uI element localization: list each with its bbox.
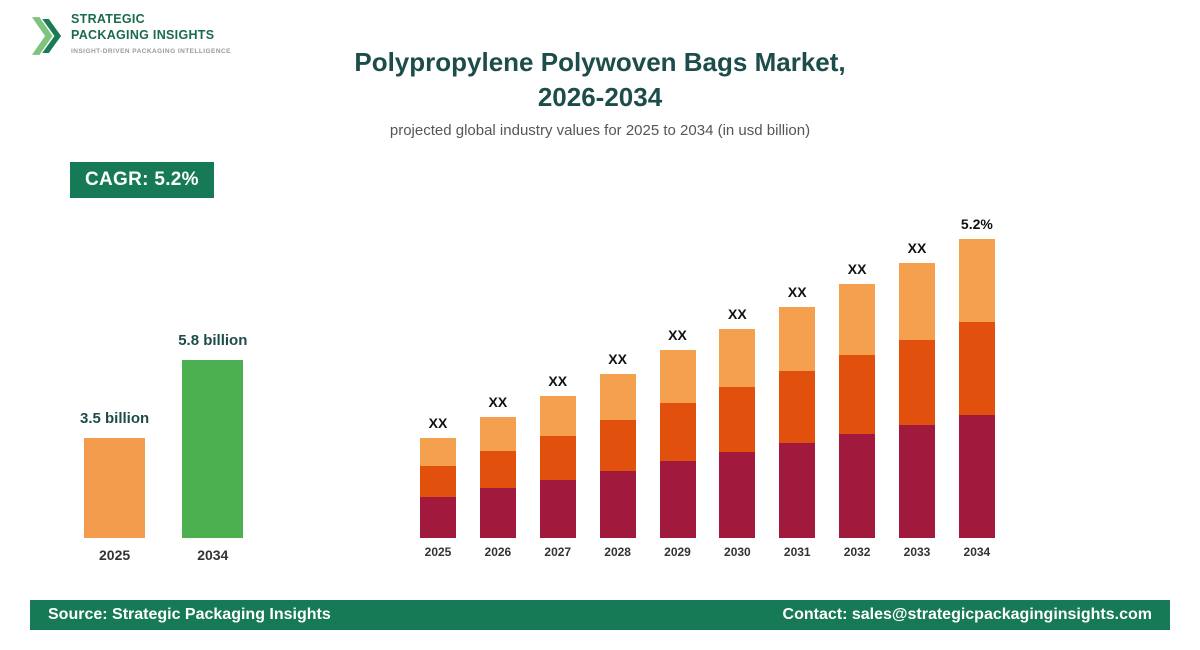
bar-segment-top-segment [839,284,876,355]
bar-value-label: XX [428,415,448,431]
stacked-bar-column-2025: XX 2025 [420,415,456,559]
page-subtitle: projected global industry values for 202… [389,122,811,140]
bar-segment-top-segment [719,329,756,387]
comparison-chart-bars: 3.5 billion 2025 5.8 billion 2034 [80,322,248,563]
bar-segment-middle-segment [719,387,756,452]
axis-tick-label: 2034 [197,547,229,563]
comparison-chart: 3.5 billion 2025 5.8 billion 2034 [80,322,248,563]
axis-tick-label: 2033 [903,545,931,559]
bar-value-label: XX [548,373,568,389]
bar-segment-middle-segment [539,436,576,480]
cagr-badge: CAGR: 5.2% [70,162,214,198]
brand-tagline: INSIGHT-DRIVEN PACKAGING INTELLIGENCE [71,48,231,56]
bar-2033 [899,263,935,538]
axis-tick-label: 2025 [99,547,131,563]
bar-segment-bottom-segment [659,461,696,538]
bar-segment-bottom-segment [599,471,636,538]
bar-segment-bottom-segment [420,497,456,538]
bar-2028 [599,374,636,538]
bar-segment-top-segment [420,438,456,466]
bar-value-label: XX [668,327,687,343]
bar-segment-bottom-segment [899,425,935,538]
bar-value-label: XX [907,240,927,256]
bar-segment-top-segment [899,263,935,340]
bar-value-label: XX [488,394,508,410]
page-title-line2: 2026-2034 [537,82,663,113]
brand-logo: STRATEGIC PACKAGING INSIGHTS INSIGHT-DRI… [30,12,231,58]
brand-name-line2: PACKAGING INSIGHTS [71,27,215,42]
bar-segment-bottom-segment [779,443,816,538]
page-title-line1: Polypropylene Polywoven Bags Market, [354,47,846,77]
bar-segment-bottom-segment [839,434,876,538]
bar-segment-top-segment [599,374,636,420]
bar-value-label: 5.8 billion [178,332,248,349]
brand-text: STRATEGIC PACKAGING INSIGHTS INSIGHT-DRI… [71,12,231,55]
stacked-bar-column-2026: XX 2026 [479,394,516,559]
bar-value-label: 3.5 billion [80,410,150,427]
bar-value-label: XX [728,306,747,322]
bar-2025 [84,438,146,538]
stacked-bar-column-2034: 5.2% 2034 [958,216,995,559]
footer-source: Source: Strategic Packaging Insights [48,606,331,623]
axis-tick-label: 2025 [424,545,452,559]
bar-segment-middle-segment [899,340,935,425]
axis-tick-label: 2034 [963,545,991,559]
bar-segment-top-segment [539,396,576,436]
bar-2027 [539,396,576,538]
bar-value-label: XX [787,284,807,300]
bar-segment-middle-segment [599,420,636,471]
bar-value-label: XX [608,351,627,367]
brand-name-line1: STRATEGIC [71,12,145,26]
axis-tick-label: 2029 [664,545,691,559]
bar-segment-top-segment [659,350,696,403]
comparison-bar-column-2034: 5.8 billion 2034 [178,332,248,563]
axis-tick-label: 2032 [843,545,871,559]
bar-value-label: 5.2% [960,216,993,232]
bar-segment-bottom-segment [958,415,995,538]
stacked-bar-column-2031: XX 2031 [779,284,816,559]
stacked-bar-column-2029: XX 2029 [659,327,696,559]
bar-segment-bottom-segment [539,480,576,538]
bar-segment-top-segment [779,307,816,371]
bar-2029 [659,350,696,538]
stacked-bar-column-2028: XX 2028 [599,351,636,559]
stacked-bar-column-2030: XX 2030 [719,306,756,559]
bar-2026 [479,417,516,538]
bar-value-label: XX [847,261,867,277]
axis-tick-label: 2026 [484,545,512,559]
stacked-bar-chart-bars: XX 2025 XX 2026 XX 2027 XX 2028 XX 2029 XX 2030 XX 20… [420,205,995,559]
bar-segment-middle-segment [779,371,816,443]
bar-2030 [719,329,756,538]
bar-segment-middle-segment [839,355,876,434]
bar-2034 [182,360,244,538]
chart-header: Polypropylene Polywoven Bags Market, 202… [0,45,1200,139]
bar-segment-middle-segment [420,466,456,497]
bar-segment-bottom-segment [479,488,516,538]
bar-2031 [779,307,816,538]
bar-segment-middle-segment [958,322,995,415]
stacked-bar-column-2032: XX 2032 [839,261,876,559]
bar-2025 [420,438,456,538]
bar-segment-bottom-segment [719,452,756,538]
footer-bar: Source: Strategic Packaging Insights Con… [30,600,1170,630]
axis-tick-label: 2031 [783,545,811,559]
bar-segment-middle-segment [659,403,696,461]
comparison-bar-column-2025: 3.5 billion 2025 [80,410,150,563]
axis-tick-label: 2028 [604,545,631,559]
axis-tick-label: 2030 [724,545,751,559]
bar-segment-top-segment [958,239,995,322]
bar-segment-top-segment [479,417,516,451]
stacked-bar-column-2027: XX 2027 [539,373,576,559]
brand-chevron-icon [31,17,62,55]
stacked-bar-column-2033: XX 2033 [899,240,935,559]
bar-2032 [839,284,876,538]
footer-contact: Contact: sales@strategicpackaginginsight… [782,606,1152,623]
bar-2034 [958,239,995,538]
axis-tick-label: 2027 [544,545,572,559]
stacked-bar-chart: XX 2025 XX 2026 XX 2027 XX 2028 XX 2029 XX 2030 XX 20… [420,205,995,559]
bar-segment-middle-segment [479,451,516,488]
